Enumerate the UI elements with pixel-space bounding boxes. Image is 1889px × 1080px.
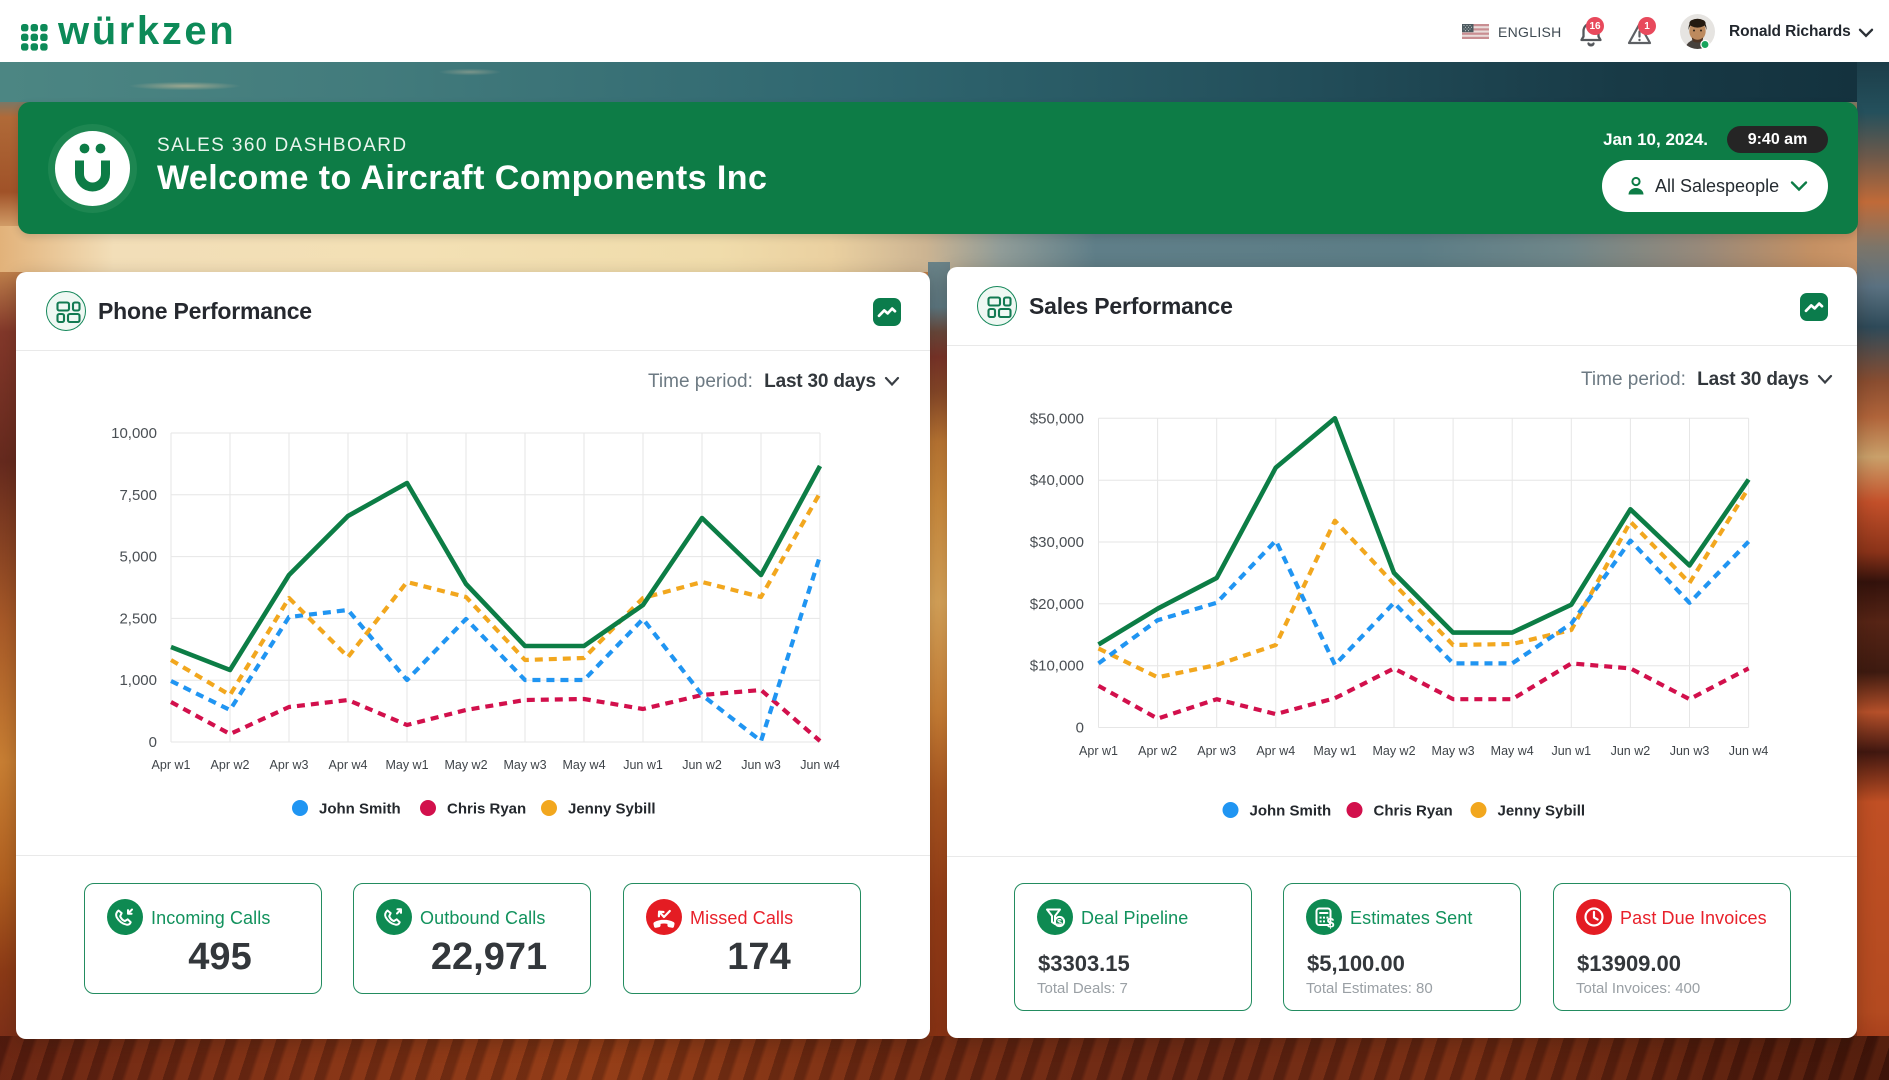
svg-text:Jun w3: Jun w3 bbox=[741, 758, 781, 772]
svg-text:1,000: 1,000 bbox=[119, 672, 157, 689]
svg-text:Apr w4: Apr w4 bbox=[1256, 744, 1295, 758]
svg-text:$50,000: $50,000 bbox=[1030, 410, 1084, 427]
svg-text:May w3: May w3 bbox=[503, 758, 546, 772]
svg-text:Apr w4: Apr w4 bbox=[329, 758, 368, 772]
svg-text:May w1: May w1 bbox=[1313, 744, 1356, 758]
svg-text:Apr w2: Apr w2 bbox=[211, 758, 250, 772]
svg-text:Jun w3: Jun w3 bbox=[1670, 744, 1710, 758]
svg-text:$: $ bbox=[1327, 915, 1335, 931]
svg-text:Jun w1: Jun w1 bbox=[623, 758, 663, 772]
svg-text:Jenny Sybill: Jenny Sybill bbox=[568, 801, 656, 818]
svg-text:$10,000: $10,000 bbox=[1030, 658, 1084, 675]
svg-text:Jenny Sybill: Jenny Sybill bbox=[1498, 803, 1586, 820]
svg-text:Jun w1: Jun w1 bbox=[1551, 744, 1591, 758]
svg-text:Jun w4: Jun w4 bbox=[1729, 744, 1769, 758]
svg-text:Apr w3: Apr w3 bbox=[1197, 744, 1236, 758]
svg-text:Chris Ryan: Chris Ryan bbox=[447, 801, 526, 818]
svg-text:2,500: 2,500 bbox=[119, 610, 157, 627]
svg-text:May w4: May w4 bbox=[1491, 744, 1534, 758]
svg-text:John Smith: John Smith bbox=[319, 801, 401, 818]
svg-text:John Smith: John Smith bbox=[1250, 803, 1332, 820]
svg-text:May w1: May w1 bbox=[385, 758, 428, 772]
svg-text:Jun w2: Jun w2 bbox=[1611, 744, 1651, 758]
svg-text:Apr w3: Apr w3 bbox=[270, 758, 309, 772]
svg-text:7,500: 7,500 bbox=[119, 487, 157, 504]
svg-text:Jun w4: Jun w4 bbox=[800, 758, 840, 772]
svg-text:Apr w1: Apr w1 bbox=[1079, 744, 1118, 758]
svg-text:5,000: 5,000 bbox=[119, 549, 157, 566]
svg-text:$: $ bbox=[1057, 917, 1062, 927]
svg-text:Chris Ryan: Chris Ryan bbox=[1374, 803, 1453, 820]
svg-text:$20,000: $20,000 bbox=[1030, 596, 1084, 613]
svg-text:May w2: May w2 bbox=[444, 758, 487, 772]
svg-text:$40,000: $40,000 bbox=[1030, 472, 1084, 489]
svg-text:10,000: 10,000 bbox=[111, 425, 157, 442]
svg-text:May w4: May w4 bbox=[562, 758, 605, 772]
svg-text:Apr w2: Apr w2 bbox=[1138, 744, 1177, 758]
svg-text:May w2: May w2 bbox=[1372, 744, 1415, 758]
svg-text:May w3: May w3 bbox=[1432, 744, 1475, 758]
svg-text:$30,000: $30,000 bbox=[1030, 534, 1084, 551]
svg-text:0: 0 bbox=[149, 734, 157, 751]
svg-text:Apr w1: Apr w1 bbox=[152, 758, 191, 772]
svg-text:Jun w2: Jun w2 bbox=[682, 758, 722, 772]
svg-text:0: 0 bbox=[1076, 720, 1084, 737]
